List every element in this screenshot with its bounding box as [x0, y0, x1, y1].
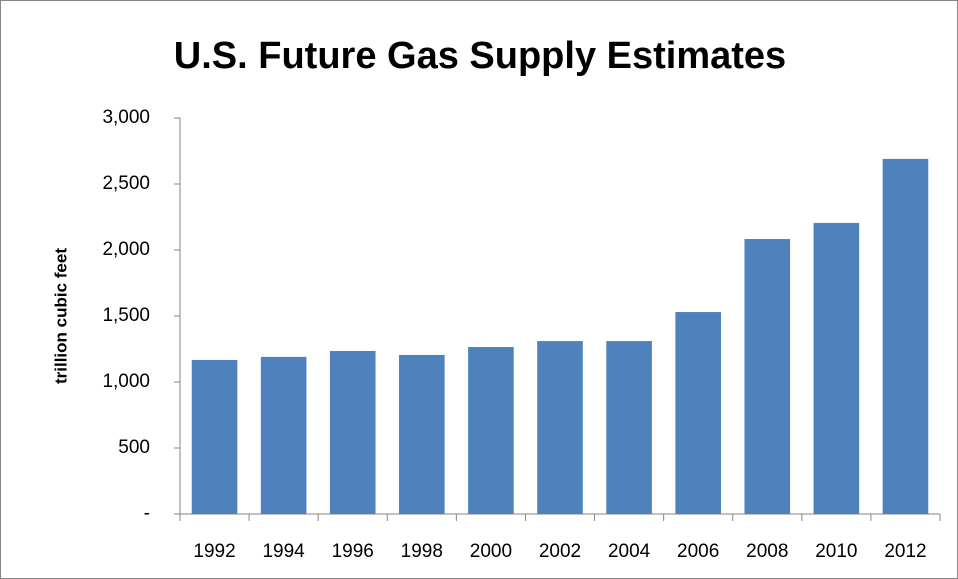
- bar: [882, 158, 929, 515]
- y-tick-label: 2,500: [102, 173, 150, 194]
- bar: [813, 222, 860, 514]
- y-tick-label: 1,000: [102, 371, 150, 392]
- x-tick-label: 2000: [470, 541, 512, 562]
- x-tick-label: 1994: [262, 541, 305, 562]
- x-tick-label: 2006: [677, 541, 719, 562]
- chart-title: U.S. Future Gas Supply Estimates: [174, 35, 786, 77]
- y-tick-label: 500: [118, 437, 150, 458]
- x-tick-label: 2008: [746, 541, 788, 562]
- bar: [537, 341, 583, 514]
- x-tick-label: 1992: [193, 541, 235, 562]
- y-tick-label: 1,500: [102, 305, 150, 326]
- bar: [468, 347, 514, 514]
- bar: [260, 356, 307, 514]
- x-tick-label: 2004: [608, 541, 651, 562]
- x-tick-label: 2012: [884, 541, 926, 562]
- bar: [329, 350, 376, 514]
- x-tick-label: 1996: [332, 541, 374, 562]
- bar: [606, 341, 652, 514]
- bar: [675, 312, 721, 514]
- bar: [191, 359, 238, 514]
- x-tick-label: 2002: [539, 541, 581, 562]
- x-tick-label: 2010: [815, 541, 857, 562]
- y-tick-label: 3,000: [102, 107, 150, 128]
- y-tick-label: -: [144, 503, 150, 524]
- y-tick-label: 2,000: [102, 239, 150, 260]
- x-tick-label: 1998: [401, 541, 443, 562]
- bar: [744, 239, 791, 514]
- y-axis-label: trillion cubic feet: [51, 248, 70, 384]
- bar: [399, 354, 445, 514]
